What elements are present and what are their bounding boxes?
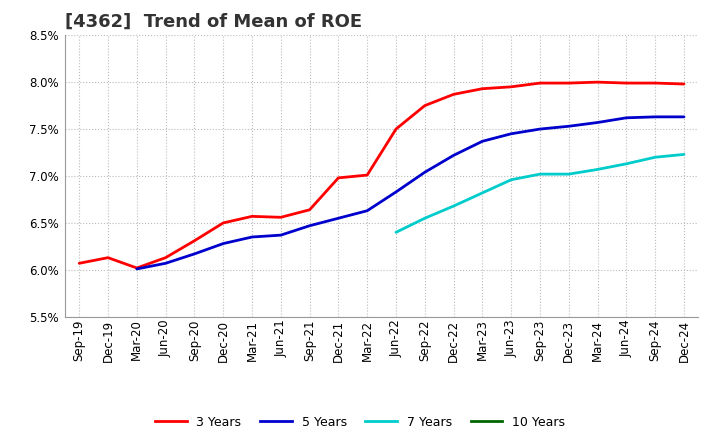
Legend: 3 Years, 5 Years, 7 Years, 10 Years: 3 Years, 5 Years, 7 Years, 10 Years	[150, 411, 570, 434]
Text: [4362]  Trend of Mean of ROE: [4362] Trend of Mean of ROE	[65, 13, 362, 31]
